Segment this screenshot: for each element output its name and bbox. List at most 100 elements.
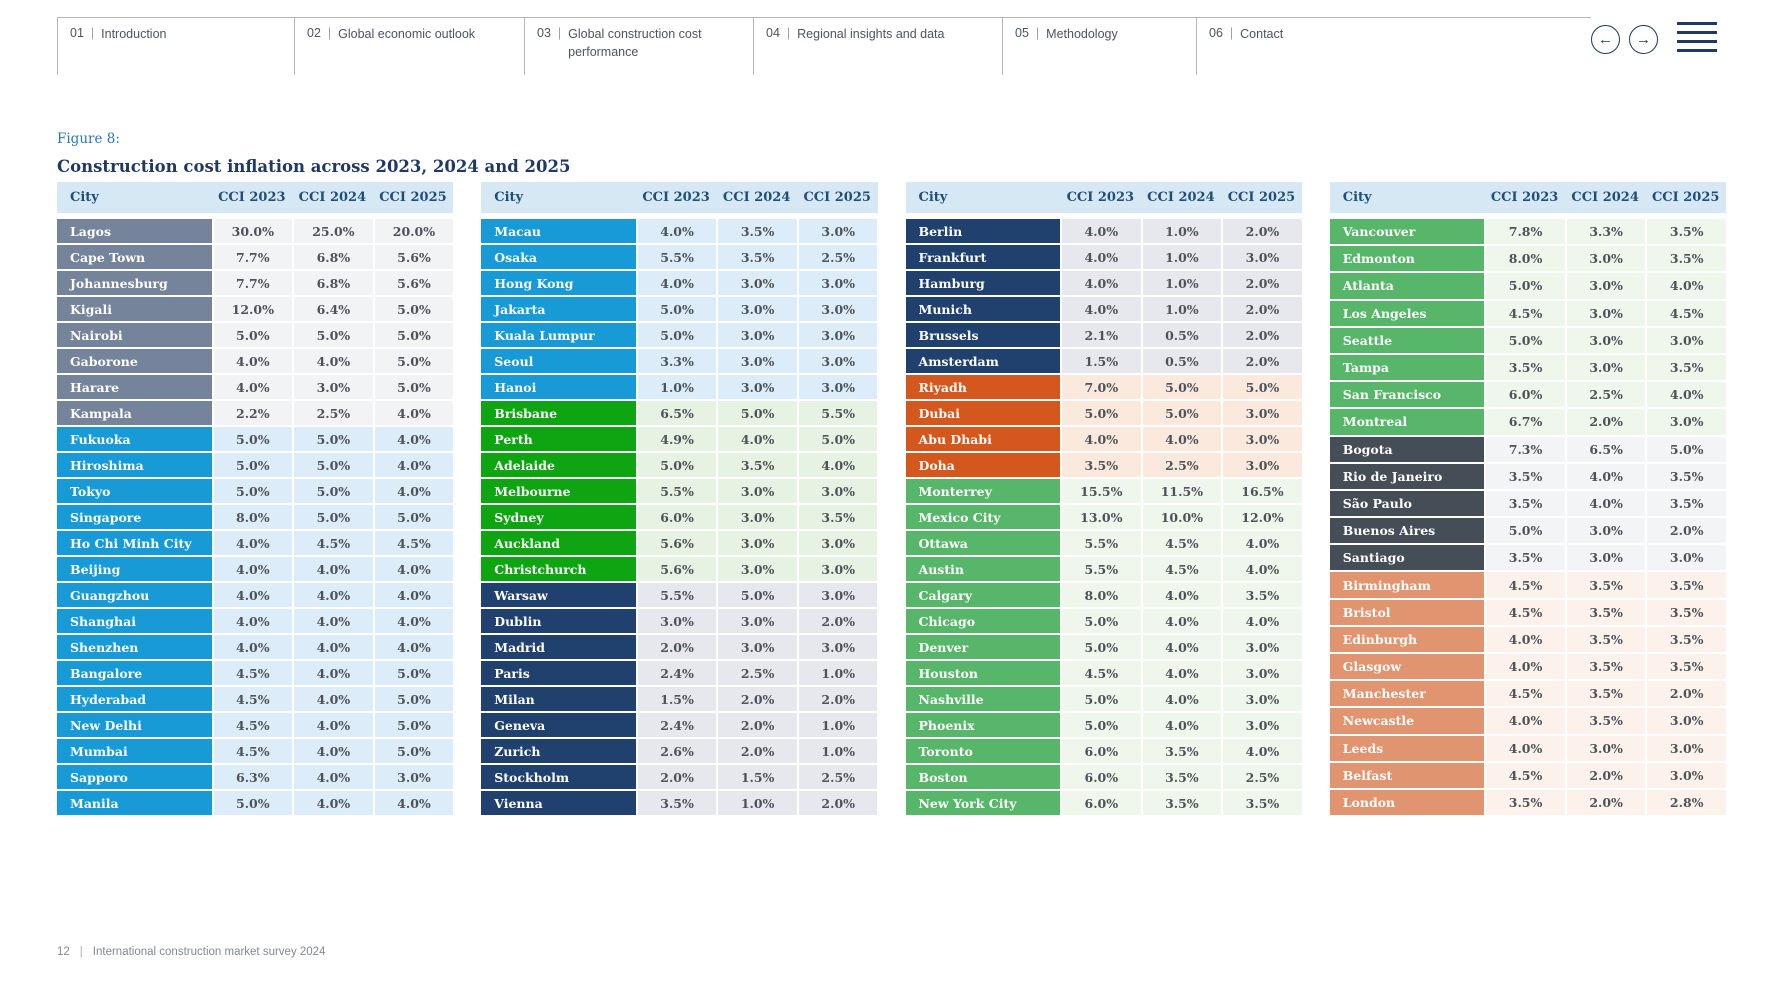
table-row: Edinburgh 4.0% 3.5% 3.5% [1329,626,1726,652]
table-row: Brussels 2.1% 0.5% 2.0% [905,323,1302,347]
table-header-row: City CCI 2023 CCI 2024 CCI 2025 [57,182,454,213]
city-label: Phoenix [905,713,1061,737]
forward-arrow-button[interactable]: → [1629,25,1658,54]
city-label: Auckland [481,531,636,555]
city-label: Los Angeles [1329,300,1485,326]
table-row: Seoul 3.3% 3.0% 3.0% [481,349,878,373]
nav-item-06[interactable]: 06 | Contact [1196,18,1376,75]
cci-value: 4.0% [1142,583,1222,607]
cci-value: 5.0% [637,323,717,347]
table-row: Shanghai 4.0% 4.0% 4.0% [57,609,454,633]
cci-value: 4.0% [294,349,373,373]
city-label: Denver [905,635,1061,659]
city-label: Guangzhou [57,583,212,607]
cci-value: 3.0% [718,557,797,581]
cci-value: 4.0% [213,557,293,581]
cci-value: 4.0% [1062,427,1141,451]
nav-item-03[interactable]: 03 | Global construction cost performance [524,18,753,75]
city-label: Atlanta [1329,273,1485,299]
cci-value: 6.8% [294,245,373,269]
cci-value: 5.5% [1062,531,1141,555]
cci-value: 4.0% [294,739,373,763]
menu-icon[interactable] [1677,21,1717,58]
cci-value: 4.0% [294,609,373,633]
nav-item-01[interactable]: 01 | Introduction [57,18,294,75]
cci-value: 5.6% [637,557,717,581]
cci-value: 5.0% [637,453,717,477]
city-label: Adelaide [481,453,636,477]
city-label: Johannesburg [57,271,212,295]
city-label: Ottawa [905,531,1061,555]
cci-value: 30.0% [213,219,293,243]
cci-value: 3.0% [1647,708,1726,734]
column-header: CCI 2023 [1066,190,1135,205]
cci-value: 4.0% [1142,713,1222,737]
table-row: Montreal 6.7% 2.0% 3.0% [1329,409,1726,435]
cci-value: 3.0% [1647,735,1726,761]
table-row: Cape Town 7.7% 6.8% 5.6% [57,245,454,269]
table-row: Bogota 7.3% 6.5% 5.0% [1329,436,1726,462]
cci-value: 0.5% [1142,323,1222,347]
cci-value: 6.0% [637,505,717,529]
cci-value: 3.5% [1566,654,1646,680]
cci-value: 4.0% [294,713,373,737]
cci-value: 4.0% [374,791,454,815]
cci-value: 2.8% [1647,789,1726,816]
cci-value: 3.0% [798,479,878,503]
cci-value: 3.0% [1223,427,1302,451]
table-row: Riyadh 7.0% 5.0% 5.0% [905,375,1302,399]
cci-value: 3.0% [1566,246,1646,272]
cci-value: 2.0% [1566,409,1646,435]
cci-value: 3.5% [1647,219,1726,245]
cci-table-1: City CCI 2023 CCI 2024 CCI 2025 Lagos 30.0% 25… [57,182,454,817]
city-label: Austin [905,557,1061,581]
cci-value: 5.0% [294,453,373,477]
cci-value: 3.5% [1647,599,1726,625]
table-row: Macau 4.0% 3.5% 3.0% [481,219,878,243]
cci-value: 4.0% [1566,490,1646,517]
cci-value: 4.5% [1486,599,1565,625]
city-label: Amsterdam [905,349,1061,373]
cci-value: 3.0% [718,271,797,295]
cci-value: 3.5% [1647,572,1726,598]
table-row: Lagos 30.0% 25.0% 20.0% [57,219,454,243]
cci-value: 3.5% [1223,583,1302,607]
cci-value: 3.5% [1566,708,1646,734]
city-label: Nairobi [57,323,212,347]
table-row: Mexico City 13.0% 10.0% 12.0% [905,505,1302,529]
city-label: Hong Kong [481,271,636,295]
cci-value: 3.0% [798,349,878,373]
cci-value: 5.0% [798,427,878,451]
nav-item-02[interactable]: 02 | Global economic outlook [294,18,524,75]
city-label: Vienna [481,791,636,815]
cci-value: 5.0% [1062,401,1141,425]
cci-table-3: City CCI 2023 CCI 2024 CCI 2025 Berlin 4.0% 1.… [905,182,1302,817]
nav-item-04[interactable]: 04 | Regional insights and data [753,18,1002,75]
cci-value: 5.6% [374,271,454,295]
nav-item-label: Contact [1240,27,1284,41]
table-row: Kuala Lumpur 5.0% 3.0% 3.0% [481,323,878,347]
table-row: Tokyo 5.0% 5.0% 4.0% [57,479,454,503]
cci-value: 3.0% [1223,635,1302,659]
table-row: Doha 3.5% 2.5% 3.0% [905,453,1302,477]
cci-value: 3.0% [1223,687,1302,711]
table-row: Atlanta 5.0% 3.0% 4.0% [1329,273,1726,299]
city-label: Tampa [1329,354,1485,381]
table-row: Dublin 3.0% 3.0% 2.0% [481,609,878,633]
back-arrow-button[interactable]: ← [1591,25,1620,54]
city-label: Lagos [57,219,212,243]
cci-value: 4.0% [1223,557,1302,581]
cci-value: 5.0% [374,297,454,321]
cci-value: 4.5% [1486,762,1565,788]
cci-value: 4.0% [374,583,454,607]
cci-value: 4.0% [637,271,717,295]
cci-value: 3.5% [1647,354,1726,381]
city-label: Jakarta [481,297,636,321]
cci-value: 2.0% [1223,349,1302,373]
cci-value: 5.5% [798,401,878,425]
table-row: Hong Kong 4.0% 3.0% 3.0% [481,271,878,295]
nav-item-05[interactable]: 05 | Methodology [1002,18,1196,75]
cci-value: 2.0% [1223,271,1302,295]
cci-value: 8.0% [213,505,293,529]
table-row: Auckland 5.6% 3.0% 3.0% [481,531,878,555]
